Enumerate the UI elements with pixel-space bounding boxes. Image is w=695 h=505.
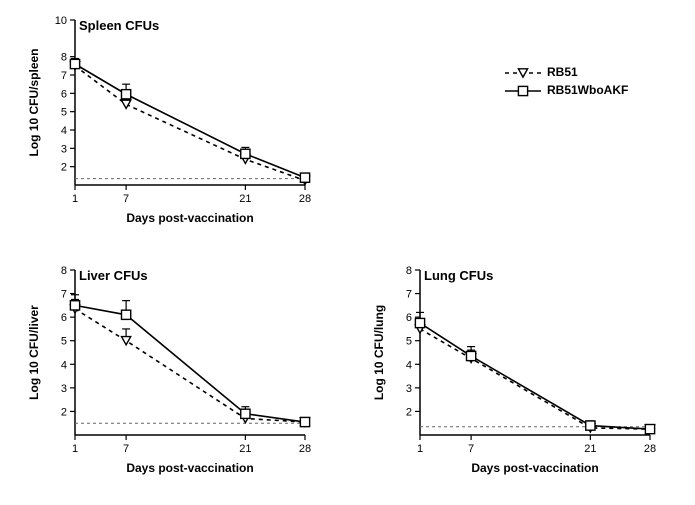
- svg-text:Liver CFUs: Liver CFUs: [79, 268, 148, 283]
- svg-text:3: 3: [61, 383, 67, 395]
- svg-text:10: 10: [55, 15, 67, 27]
- svg-text:Days post-vaccination: Days post-vaccination: [126, 211, 253, 225]
- svg-text:Days post-vaccination: Days post-vaccination: [471, 461, 598, 475]
- svg-text:6: 6: [61, 88, 67, 100]
- panel-liver: 2 3 4 5 6 7 8 1 7 21 28 Liver CFUs Log 10 CFU/liver D…: [20, 255, 320, 480]
- svg-text:Log 10 CFU/lung: Log 10 CFU/lung: [372, 305, 386, 400]
- svg-text:8: 8: [61, 265, 67, 277]
- svg-text:Days post-vaccination: Days post-vaccination: [126, 461, 253, 475]
- svg-text:2: 2: [61, 162, 67, 174]
- svg-text:8: 8: [406, 265, 412, 277]
- svg-text:1: 1: [417, 443, 423, 455]
- svg-text:3: 3: [406, 383, 412, 395]
- panel-lung: 2 3 4 5 6 7 8 1 7 21 28 Lung CFUs Log 10 CFU/lung Day…: [365, 255, 665, 480]
- svg-text:21: 21: [239, 443, 251, 455]
- svg-text:Spleen CFUs: Spleen CFUs: [79, 18, 159, 33]
- svg-text:5: 5: [406, 336, 412, 348]
- svg-text:5: 5: [61, 107, 67, 119]
- svg-text:6: 6: [61, 312, 67, 324]
- svg-text:28: 28: [299, 443, 311, 455]
- svg-text:21: 21: [584, 443, 596, 455]
- svg-text:2: 2: [406, 406, 412, 418]
- legend-item-RB51: RB51: [505, 65, 628, 79]
- svg-text:2: 2: [61, 406, 67, 418]
- svg-text:4: 4: [61, 125, 67, 137]
- svg-text:4: 4: [406, 359, 412, 371]
- svg-text:7: 7: [406, 289, 412, 301]
- svg-text:7: 7: [61, 70, 67, 82]
- svg-text:28: 28: [644, 443, 656, 455]
- svg-text:1: 1: [72, 443, 78, 455]
- svg-text:7: 7: [123, 443, 129, 455]
- svg-text:6: 6: [406, 312, 412, 324]
- svg-text:7: 7: [468, 443, 474, 455]
- svg-text:5: 5: [61, 336, 67, 348]
- svg-text:3: 3: [61, 143, 67, 155]
- legend-label: RB51: [547, 65, 578, 79]
- legend-item-RB51WboAKF: RB51WboAKF: [505, 83, 628, 97]
- svg-text:28: 28: [299, 193, 311, 205]
- svg-text:Log 10 CFU/liver: Log 10 CFU/liver: [27, 305, 41, 400]
- svg-text:8: 8: [61, 52, 67, 64]
- panel-spleen: 2 3 4 5 6 7 8 10 1 7 21 28 Spleen CFUs Log 10 CFU/spl…: [20, 5, 320, 230]
- legend: RB51 RB51WboAKF: [505, 65, 628, 101]
- svg-text:4: 4: [61, 359, 67, 371]
- svg-text:1: 1: [72, 193, 78, 205]
- legend-label: RB51WboAKF: [547, 83, 628, 97]
- svg-text:Lung CFUs: Lung CFUs: [424, 268, 493, 283]
- svg-text:Log 10 CFU/spleen: Log 10 CFU/spleen: [27, 48, 41, 156]
- svg-text:21: 21: [239, 193, 251, 205]
- svg-text:7: 7: [123, 193, 129, 205]
- svg-text:7: 7: [61, 289, 67, 301]
